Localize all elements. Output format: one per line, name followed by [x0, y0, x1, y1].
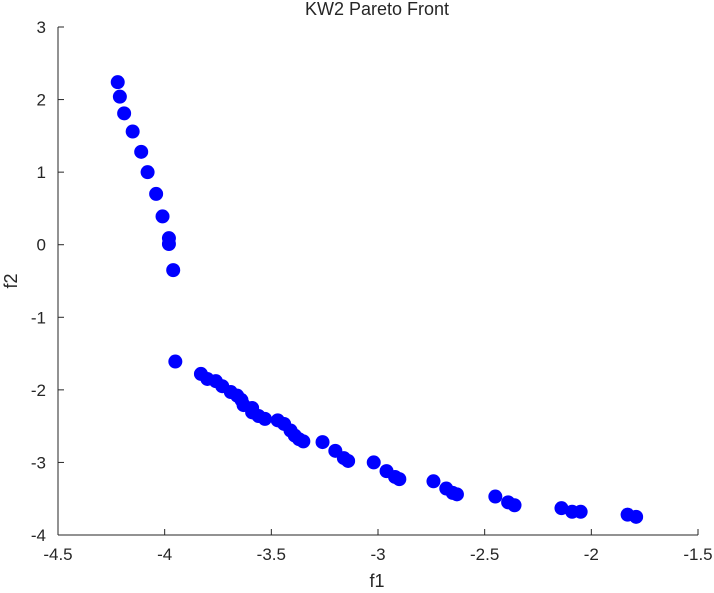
x-tick-label: -2: [584, 545, 599, 564]
data-point: [315, 435, 330, 450]
x-tick-label: -4.5: [43, 545, 72, 564]
y-tick-label: -1: [31, 308, 46, 327]
y-tick-label: 3: [37, 18, 46, 37]
data-point: [449, 487, 464, 502]
y-tick-label: -2: [31, 381, 46, 400]
data-point: [140, 165, 155, 180]
y-tick-label: 1: [37, 163, 46, 182]
x-tick-label: -3.5: [257, 545, 286, 564]
data-point: [168, 354, 183, 369]
data-point: [134, 144, 149, 159]
y-tick-label: -4: [31, 526, 46, 545]
data-point: [629, 509, 644, 524]
data-point: [507, 498, 522, 513]
data-point: [149, 186, 164, 201]
data-point: [554, 501, 569, 516]
data-point: [573, 504, 588, 519]
data-point: [366, 455, 381, 470]
y-tick-label: -3: [31, 453, 46, 472]
data-point: [117, 106, 132, 121]
data-point: [488, 489, 503, 504]
data-point: [125, 124, 140, 139]
x-tick-label: -1.5: [683, 545, 712, 564]
x-tick-label: -3: [370, 545, 385, 564]
x-tick-label: -4: [157, 545, 172, 564]
data-point: [110, 75, 125, 90]
plot-area: [58, 27, 698, 535]
data-point: [392, 472, 407, 487]
data-point: [426, 474, 441, 489]
data-point: [161, 236, 176, 251]
x-axis-label: f1: [369, 571, 384, 591]
x-tick-label: -2.5: [470, 545, 499, 564]
y-tick-label: 0: [37, 236, 46, 255]
data-point: [341, 453, 356, 468]
y-axis-label: f2: [1, 273, 21, 288]
data-point: [166, 263, 181, 278]
data-point: [257, 411, 272, 426]
data-point: [296, 434, 311, 449]
y-tick-label: 2: [37, 91, 46, 110]
chart-title: KW2 Pareto Front: [305, 0, 449, 19]
data-point: [155, 209, 170, 224]
data-point: [112, 89, 127, 104]
data-points: [110, 75, 644, 524]
